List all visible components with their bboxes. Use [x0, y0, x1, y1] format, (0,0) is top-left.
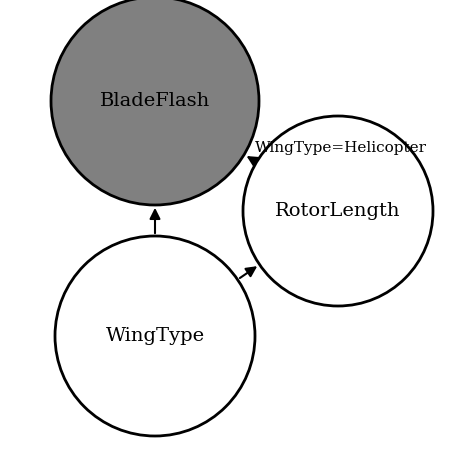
Circle shape [51, 0, 259, 205]
Text: WingType: WingType [105, 327, 205, 345]
Circle shape [55, 236, 255, 436]
Text: WingType=Helicopter: WingType=Helicopter [255, 141, 427, 155]
Text: RotorLength: RotorLength [275, 202, 401, 220]
Circle shape [243, 116, 433, 306]
Text: BladeFlash: BladeFlash [100, 92, 210, 110]
